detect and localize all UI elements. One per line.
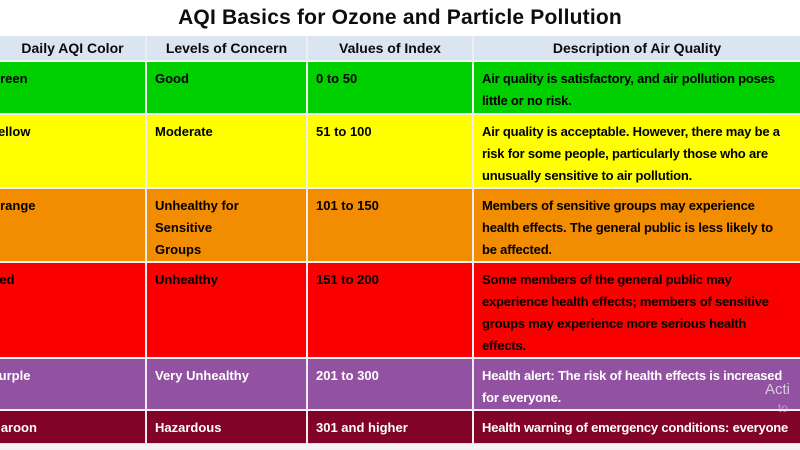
header-cell-levels-of-concern: Levels of Concern	[147, 36, 308, 62]
cell-description: Air quality is satisfactory, and air pol…	[474, 62, 800, 115]
cell-values-of-index: 0 to 50	[308, 62, 474, 115]
header-cell-values-of-index: Values of Index	[308, 36, 474, 62]
color-name-text: Green	[0, 71, 28, 86]
cell-values-of-index: 151 to 200	[308, 263, 474, 359]
aqi-table-header: Daily AQI Color Levels of Concern Values…	[0, 36, 800, 62]
page-title: AQI Basics for Ozone and Particle Pollut…	[178, 6, 622, 29]
cell-color-name: Green	[0, 62, 147, 115]
cell-level-of-concern: Good	[147, 62, 308, 115]
cell-color-name: Yellow	[0, 115, 147, 189]
cell-color-name: Orange	[0, 189, 147, 263]
header-cell-daily-aqi-color: Daily AQI Color	[0, 36, 147, 62]
activate-windows-watermark-line1: Acti	[765, 381, 791, 398]
title-bar: AQI Basics for Ozone and Particle Pollut…	[0, 0, 800, 36]
color-name-text: Purple	[0, 368, 31, 383]
color-name-text: Yellow	[0, 124, 31, 139]
cell-level-of-concern: Moderate	[147, 115, 308, 189]
color-name-text: Maroon	[0, 420, 37, 435]
aqi-table: Daily AQI Color Levels of Concern Values…	[0, 36, 800, 450]
cell-description: Health alert: The risk of health effects…	[474, 359, 800, 411]
cell-color-name: Red	[0, 263, 147, 359]
cell-level-of-concern: Very Unhealthy	[147, 359, 308, 411]
color-name-text: Orange	[0, 198, 36, 213]
cell-level-of-concern: Unhealthy for Sensitive Groups	[147, 189, 308, 263]
page-background-strip	[0, 443, 800, 450]
cell-description: Members of sensitive groups may experien…	[474, 189, 800, 263]
aqi-row-orange: Orange Unhealthy for Sensitive Groups101 …	[0, 189, 800, 263]
color-name-text: Red	[0, 272, 15, 287]
header-row: Daily AQI Color Levels of Concern Values…	[0, 36, 800, 62]
activate-windows-watermark-line2: to	[778, 401, 789, 415]
header-cell-description: Description of Air Quality	[474, 36, 800, 62]
cell-values-of-index: 201 to 300	[308, 359, 474, 411]
cell-values-of-index: 51 to 100	[308, 115, 474, 189]
cell-description: Some members of the general public may e…	[474, 263, 800, 359]
cell-color-name: Purple	[0, 359, 147, 411]
cell-values-of-index: 101 to 150	[308, 189, 474, 263]
cell-level-of-concern: Unhealthy	[147, 263, 308, 359]
cell-description: Air quality is acceptable. However, ther…	[474, 115, 800, 189]
